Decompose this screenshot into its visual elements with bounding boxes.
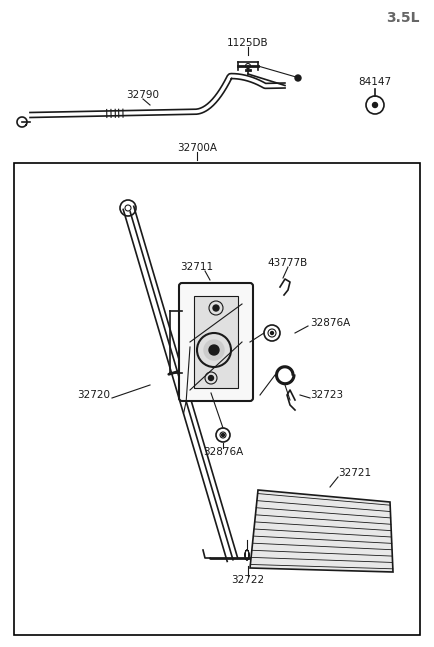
- FancyBboxPatch shape: [179, 283, 253, 401]
- Text: 3.5L: 3.5L: [387, 11, 420, 25]
- Circle shape: [209, 345, 219, 355]
- Text: 32876A: 32876A: [310, 318, 350, 328]
- Circle shape: [213, 305, 219, 311]
- Text: 32790: 32790: [126, 90, 160, 100]
- Bar: [194, 296, 238, 388]
- Text: 84147: 84147: [358, 77, 391, 87]
- Text: 32720: 32720: [77, 390, 110, 400]
- Text: 32722: 32722: [231, 575, 265, 585]
- Polygon shape: [250, 490, 393, 572]
- Circle shape: [204, 340, 224, 360]
- Text: 43777B: 43777B: [268, 258, 308, 268]
- Circle shape: [295, 75, 301, 81]
- Circle shape: [221, 433, 224, 437]
- Text: 32721: 32721: [338, 468, 371, 478]
- Text: 32723: 32723: [310, 390, 343, 400]
- Circle shape: [270, 331, 273, 334]
- Text: 32876A: 32876A: [203, 447, 243, 457]
- Text: 32711: 32711: [181, 262, 214, 272]
- Text: 32700A: 32700A: [177, 143, 217, 153]
- Text: 1125DB: 1125DB: [227, 38, 269, 48]
- Circle shape: [208, 375, 214, 380]
- Circle shape: [372, 102, 378, 107]
- Circle shape: [125, 205, 131, 211]
- Bar: [14, 163, 420, 635]
